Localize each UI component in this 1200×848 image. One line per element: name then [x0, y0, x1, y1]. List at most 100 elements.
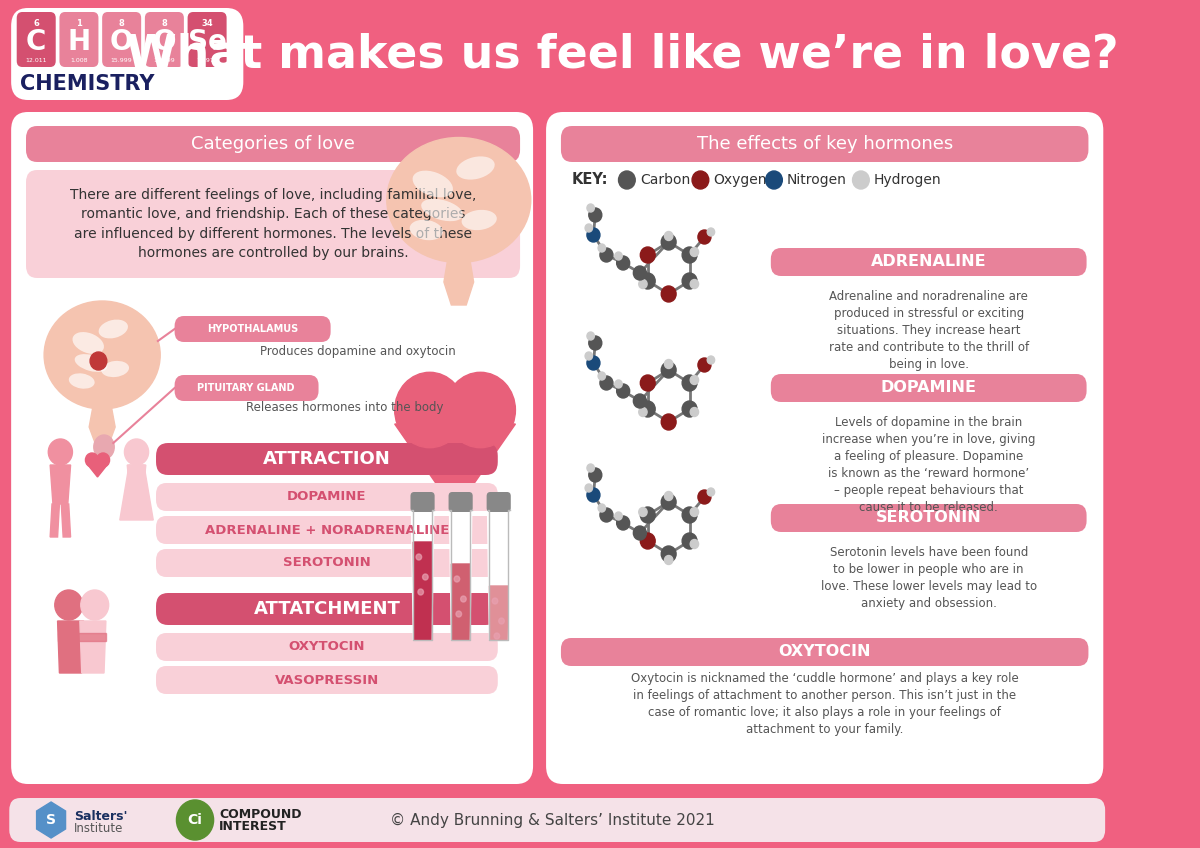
Text: 6: 6 — [34, 19, 40, 27]
Circle shape — [690, 408, 698, 416]
Polygon shape — [413, 542, 432, 640]
Polygon shape — [450, 510, 472, 640]
FancyBboxPatch shape — [60, 12, 98, 67]
Circle shape — [416, 554, 421, 560]
Circle shape — [682, 247, 697, 263]
Circle shape — [617, 516, 630, 530]
Text: Categories of love: Categories of love — [191, 135, 355, 153]
Text: HYPOTHALAMUS: HYPOTHALAMUS — [206, 324, 299, 334]
FancyBboxPatch shape — [770, 374, 1086, 402]
Text: ATTATCHMENT: ATTATCHMENT — [253, 600, 401, 618]
Text: S: S — [46, 813, 56, 827]
Text: © Andy Brunning & Salters’ Institute 2021: © Andy Brunning & Salters’ Institute 202… — [390, 812, 715, 828]
FancyBboxPatch shape — [546, 112, 1103, 784]
Circle shape — [682, 273, 697, 289]
Text: Carbon: Carbon — [640, 173, 690, 187]
Circle shape — [587, 204, 594, 212]
Circle shape — [600, 508, 613, 522]
Text: Oxytocin is nicknamed the ‘cuddle hormone’ and plays a key role
in feelings of a: Oxytocin is nicknamed the ‘cuddle hormon… — [631, 672, 1019, 736]
Circle shape — [661, 494, 676, 510]
Polygon shape — [412, 510, 433, 640]
Polygon shape — [451, 564, 470, 640]
Text: 8: 8 — [162, 19, 167, 27]
Circle shape — [176, 800, 214, 840]
Circle shape — [661, 286, 676, 302]
FancyBboxPatch shape — [145, 12, 184, 67]
Text: ATTRACTION: ATTRACTION — [263, 450, 391, 468]
FancyBboxPatch shape — [560, 638, 1088, 666]
Circle shape — [690, 280, 698, 288]
Circle shape — [641, 533, 655, 549]
Text: Releases hormones into the body: Releases hormones into the body — [246, 401, 444, 415]
Circle shape — [617, 384, 630, 398]
Text: 12.011: 12.011 — [25, 58, 47, 63]
FancyBboxPatch shape — [17, 12, 55, 67]
Text: DOPAMINE: DOPAMINE — [881, 381, 977, 395]
Circle shape — [614, 252, 623, 260]
Ellipse shape — [101, 361, 130, 377]
Circle shape — [766, 171, 782, 189]
Text: 1: 1 — [76, 19, 82, 27]
Text: Ci: Ci — [187, 813, 203, 827]
Text: Levels of dopamine in the brain
increase when you’re in love, giving
a feeling o: Levels of dopamine in the brain increase… — [822, 416, 1036, 514]
Circle shape — [461, 596, 467, 602]
Circle shape — [587, 356, 600, 370]
Circle shape — [80, 590, 109, 620]
Circle shape — [422, 574, 428, 580]
Text: 1.008: 1.008 — [70, 58, 88, 63]
Ellipse shape — [386, 137, 530, 263]
Circle shape — [682, 375, 697, 391]
Circle shape — [682, 533, 697, 549]
Circle shape — [587, 332, 594, 340]
Circle shape — [618, 171, 635, 189]
Text: C: C — [26, 28, 47, 56]
Circle shape — [634, 394, 647, 408]
Polygon shape — [487, 510, 510, 640]
Circle shape — [600, 248, 613, 262]
Ellipse shape — [409, 220, 443, 240]
Circle shape — [665, 360, 673, 369]
Circle shape — [707, 228, 715, 236]
FancyBboxPatch shape — [11, 8, 244, 100]
Circle shape — [690, 507, 698, 516]
Circle shape — [55, 590, 83, 620]
Text: SEROTONIN: SEROTONIN — [876, 510, 982, 526]
Text: KEY:: KEY: — [571, 172, 607, 187]
FancyBboxPatch shape — [410, 492, 434, 512]
Ellipse shape — [72, 332, 104, 354]
Circle shape — [634, 526, 647, 540]
Circle shape — [641, 247, 655, 263]
Circle shape — [586, 352, 593, 360]
Ellipse shape — [462, 209, 497, 230]
Text: INTEREST: INTEREST — [220, 821, 287, 834]
Text: PITUITARY GLAND: PITUITARY GLAND — [197, 383, 295, 393]
FancyBboxPatch shape — [187, 12, 227, 67]
Circle shape — [707, 488, 715, 496]
FancyBboxPatch shape — [156, 666, 498, 694]
Polygon shape — [61, 504, 71, 537]
Circle shape — [690, 539, 698, 549]
Circle shape — [698, 358, 710, 372]
FancyBboxPatch shape — [156, 483, 498, 511]
Text: 78.971: 78.971 — [197, 58, 218, 63]
Text: What makes us feel like we’re in love?: What makes us feel like we’re in love? — [126, 32, 1118, 77]
Text: ADRENALINE: ADRENALINE — [871, 254, 986, 270]
FancyBboxPatch shape — [26, 126, 520, 162]
Circle shape — [494, 633, 499, 639]
FancyBboxPatch shape — [487, 492, 511, 512]
Circle shape — [641, 401, 655, 417]
Circle shape — [638, 408, 647, 416]
Ellipse shape — [74, 354, 107, 372]
Circle shape — [661, 546, 676, 562]
Ellipse shape — [44, 301, 161, 409]
Circle shape — [692, 171, 709, 189]
Circle shape — [707, 356, 715, 364]
Circle shape — [617, 256, 630, 270]
Circle shape — [589, 468, 601, 482]
Text: VASOPRESSIN: VASOPRESSIN — [275, 673, 379, 687]
Circle shape — [600, 376, 613, 390]
Polygon shape — [444, 260, 474, 305]
Circle shape — [661, 234, 676, 250]
FancyBboxPatch shape — [102, 12, 142, 67]
Circle shape — [598, 244, 606, 252]
